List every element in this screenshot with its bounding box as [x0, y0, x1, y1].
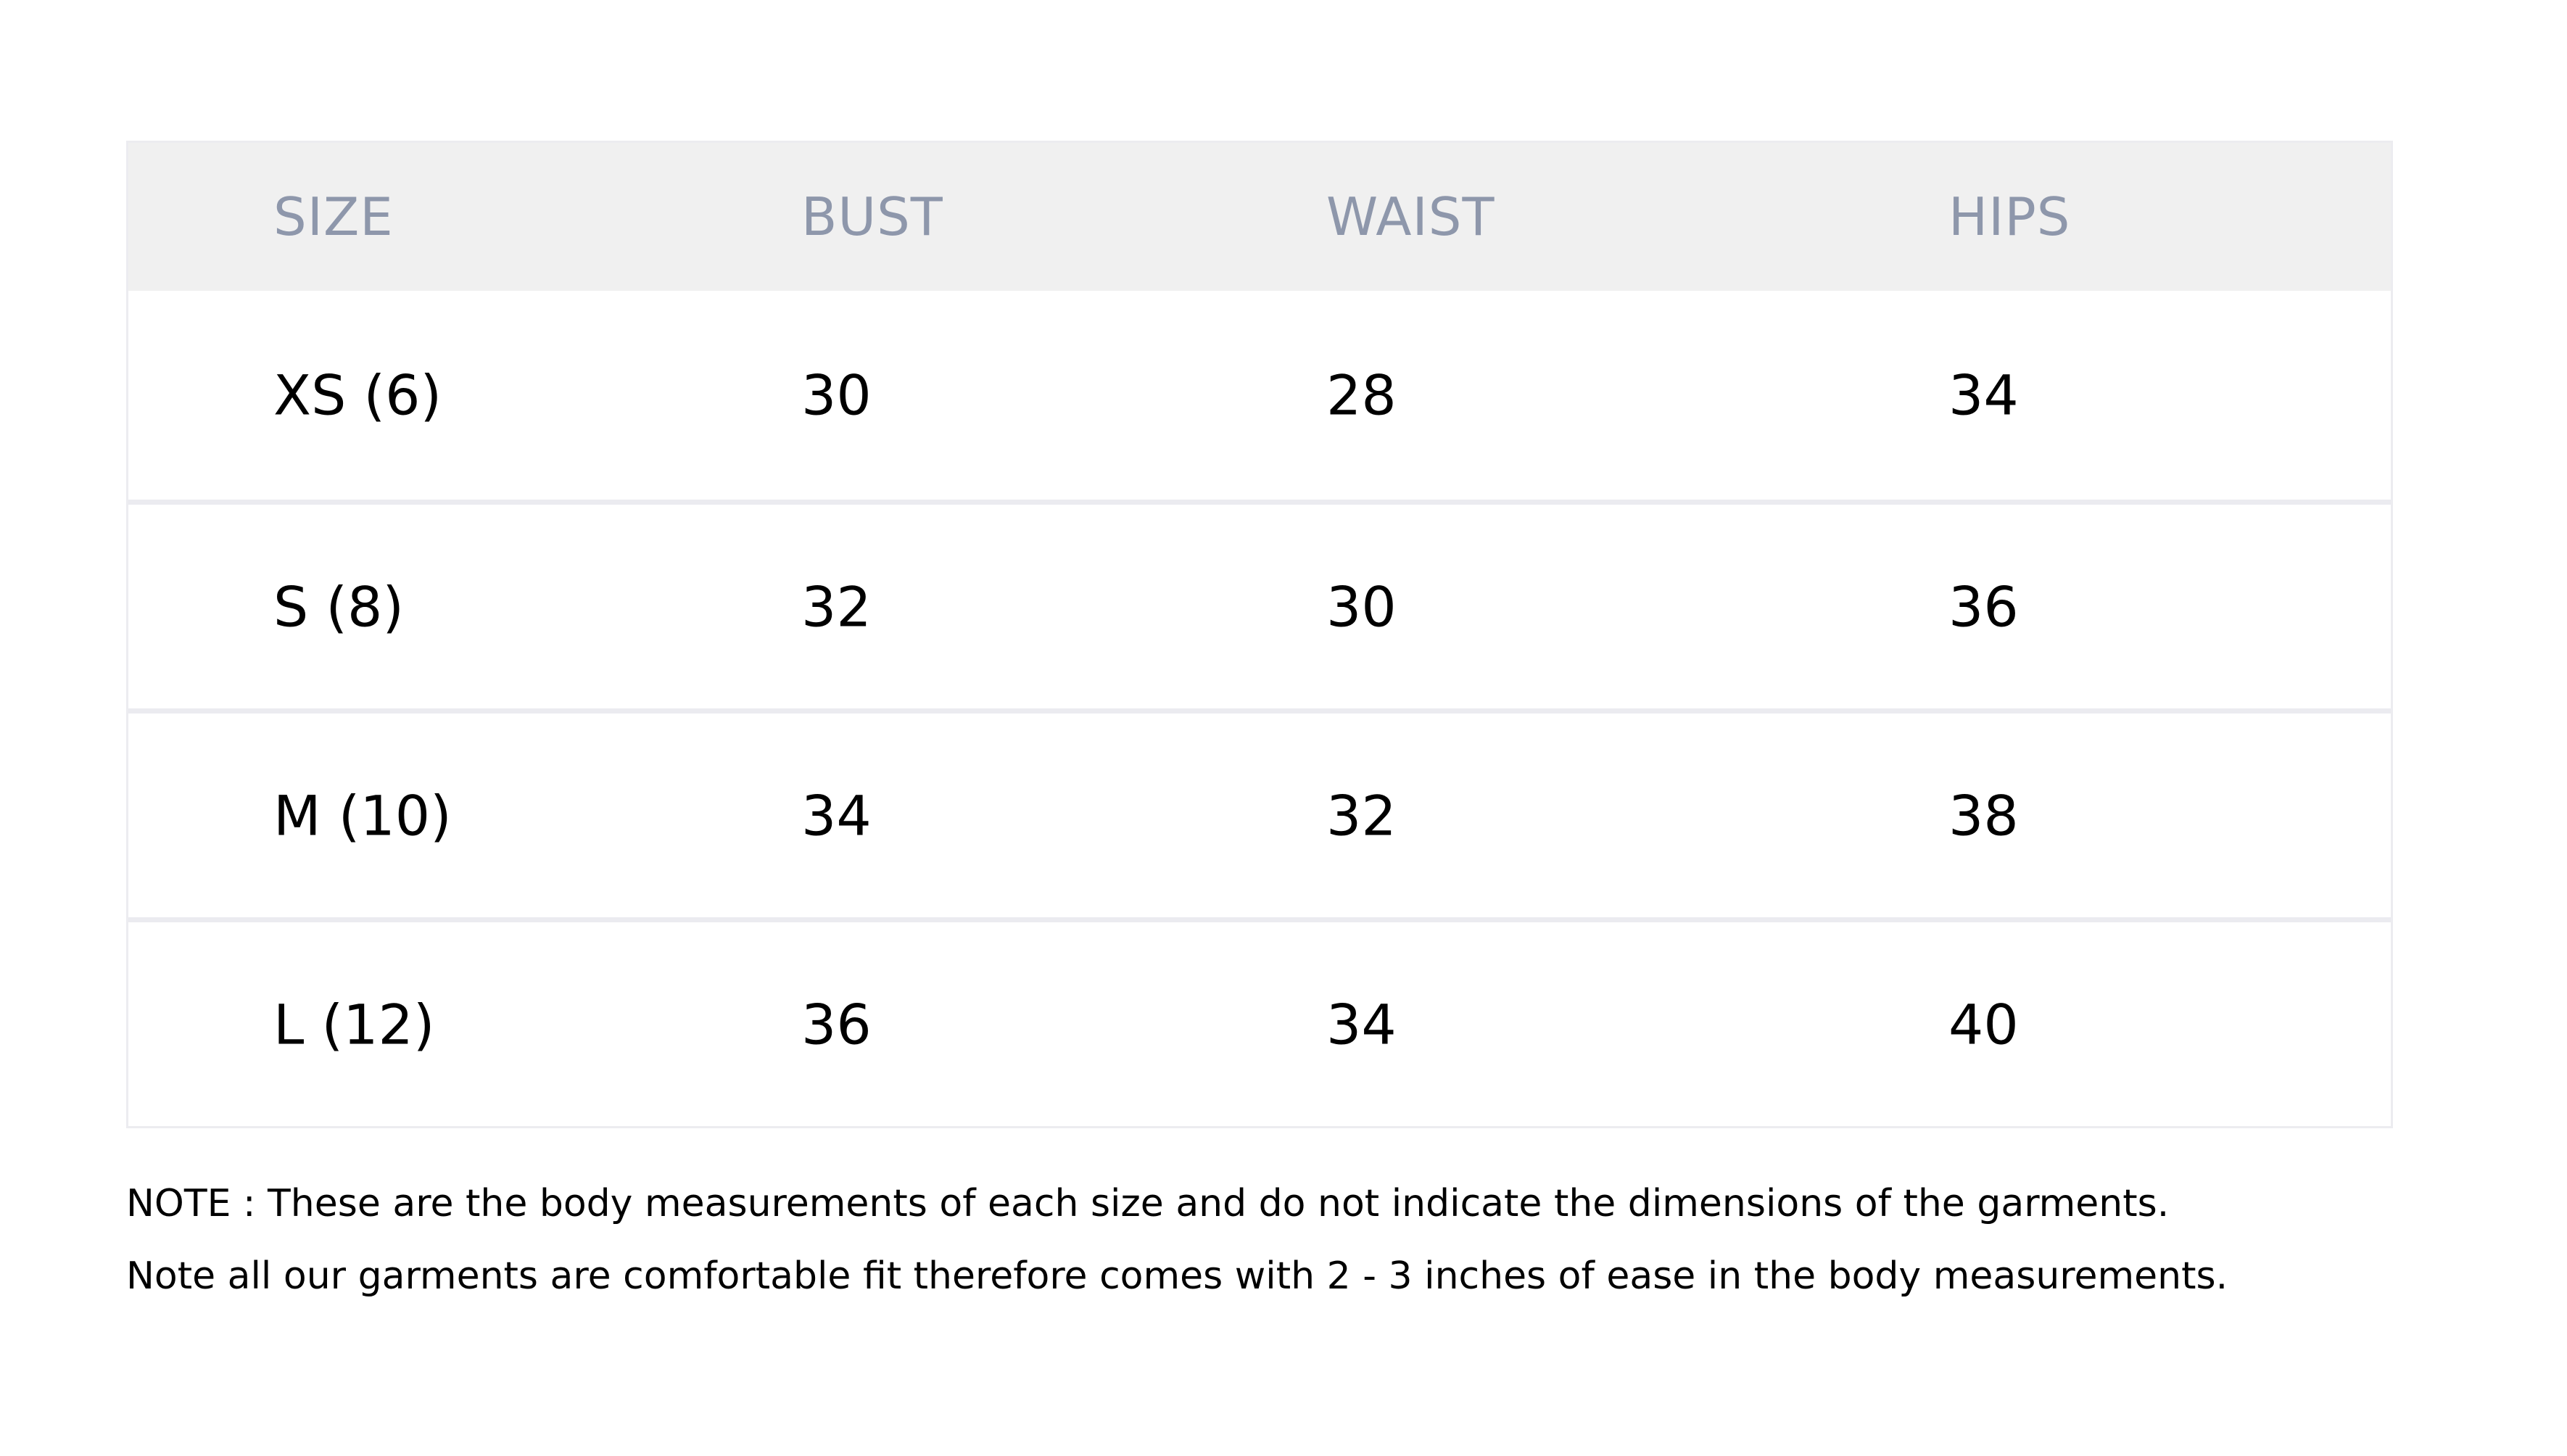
cell-hips: 38 — [1948, 783, 2019, 848]
cell-waist: 34 — [1326, 992, 1397, 1056]
cell-bust: 34 — [801, 783, 872, 848]
table-header-row: SIZE BUST WAIST HIPS — [128, 143, 2391, 291]
cell-hips: 34 — [1948, 363, 2019, 428]
cell-size: S (8) — [273, 574, 405, 639]
table-row: XS (6) 30 28 34 — [128, 291, 2391, 500]
cell-bust: 30 — [801, 363, 872, 428]
cell-waist: 32 — [1326, 783, 1397, 848]
cell-bust: 36 — [801, 992, 872, 1056]
table-row: L (12) 36 34 40 — [128, 917, 2391, 1126]
header-hips: HIPS — [1948, 186, 2071, 247]
table-row: M (10) 34 32 38 — [128, 708, 2391, 917]
table-row: S (8) 32 30 36 — [128, 500, 2391, 708]
header-bust: BUST — [801, 186, 943, 247]
cell-size: M (10) — [273, 783, 452, 848]
cell-hips: 36 — [1948, 574, 2019, 639]
measurement-notes: NOTE : These are the body measurements o… — [126, 1167, 2519, 1312]
note-line-body-measurements: NOTE : These are the body measurements o… — [126, 1182, 2170, 1225]
note-line-comfortable-fit: Note all our garments are comfortable fi… — [126, 1254, 2228, 1298]
cell-bust: 32 — [801, 574, 872, 639]
cell-waist: 28 — [1326, 363, 1397, 428]
cell-waist: 30 — [1326, 574, 1397, 639]
cell-hips: 40 — [1948, 992, 2019, 1056]
size-chart-table: SIZE BUST WAIST HIPS XS (6) 30 28 34 S (… — [126, 141, 2393, 1128]
header-waist: WAIST — [1326, 186, 1495, 247]
cell-size: XS (6) — [273, 363, 442, 428]
cell-size: L (12) — [273, 992, 435, 1056]
header-size: SIZE — [273, 186, 394, 247]
